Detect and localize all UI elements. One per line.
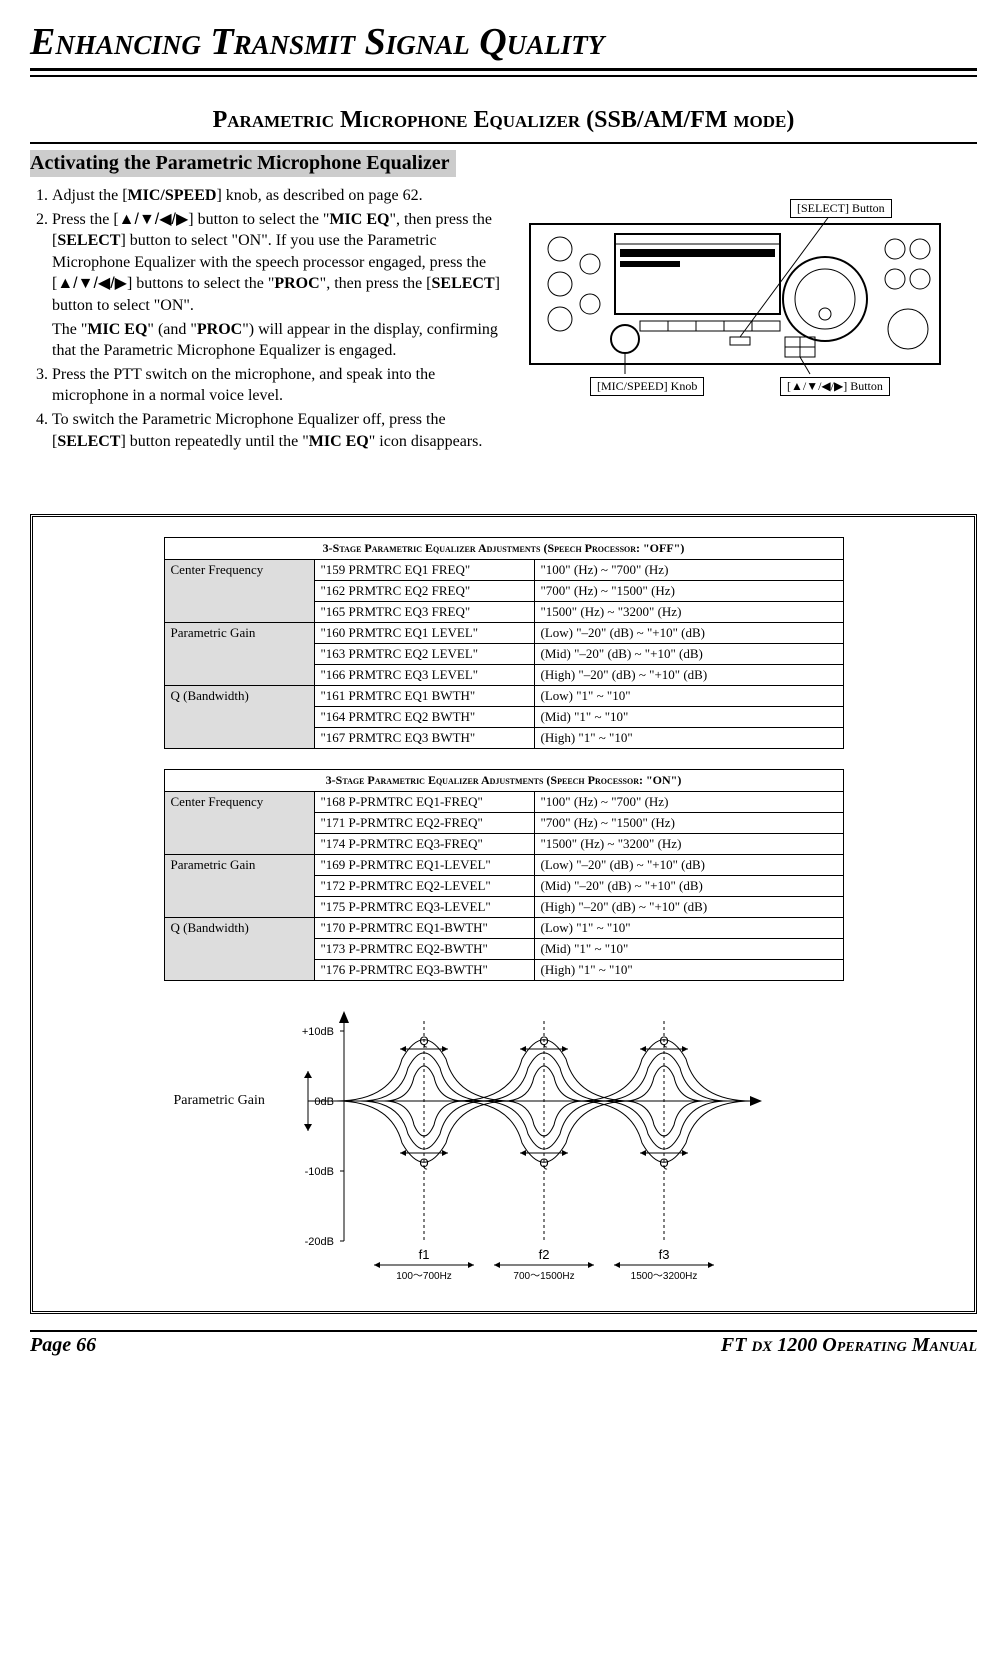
step-2: Press the [▲/▼/◀/▶] button to select the… [52, 209, 500, 362]
svg-text:Q: Q [539, 1034, 548, 1048]
rule [30, 75, 977, 77]
table-menu: "168 P-PRMTRC EQ1-FREQ" [314, 792, 534, 813]
svg-text:700～1500Hz: 700～1500Hz [513, 1271, 574, 1282]
table-menu: "165 PRMTRC EQ3 FREQ" [314, 602, 534, 623]
section-title: Parametric Microphone Equalizer (SSB/AM/… [213, 107, 795, 134]
svg-text:f1: f1 [418, 1247, 429, 1262]
arrow-button-label: [▲/▼/◀/▶] Button [780, 377, 890, 396]
table-range: (Mid) "1" ~ "10" [534, 707, 843, 728]
svg-text:1500～3200Hz: 1500～3200Hz [630, 1271, 697, 1282]
parametric-gain-label: Parametric Gain [174, 1093, 265, 1109]
svg-text:Q: Q [539, 1156, 548, 1170]
step-4: To switch the Parametric Microphone Equa… [52, 409, 500, 452]
table-range: (Mid) "–20" (dB) ~ "+10" (dB) [534, 644, 843, 665]
svg-text:Q: Q [659, 1156, 668, 1170]
table-menu: "175 P-PRMTRC EQ3-LEVEL" [314, 897, 534, 918]
eq-chart: Parametric Gain +10dB 0dB -10dB -20dB Q Qf1 10… [164, 1001, 844, 1291]
subsection-title: Activating the Parametric Microphone Equ… [30, 150, 456, 177]
table-range: (Mid) "–20" (dB) ~ "+10" (dB) [534, 876, 843, 897]
svg-text:-20dB: -20dB [304, 1236, 333, 1248]
eq-table-on: 3-Stage Parametric Equalizer Adjustments… [164, 769, 844, 981]
table-category: Parametric Gain [164, 623, 314, 686]
table-category: Q (Bandwidth) [164, 686, 314, 749]
table-range: (High) "–20" (dB) ~ "+10" (dB) [534, 665, 843, 686]
table-menu: "173 P-PRMTRC EQ2-BWTH" [314, 939, 534, 960]
svg-text:Q: Q [659, 1034, 668, 1048]
table-range: (Low) "–20" (dB) ~ "+10" (dB) [534, 855, 843, 876]
table-menu: "166 PRMTRC EQ3 LEVEL" [314, 665, 534, 686]
table-range: (Mid) "1" ~ "10" [534, 939, 843, 960]
eq-table-off: 3-Stage Parametric Equalizer Adjustments… [164, 537, 844, 749]
page-number: Page 66 [30, 1334, 96, 1357]
table-range: (High) "1" ~ "10" [534, 728, 843, 749]
table-menu: "171 P-PRMTRC EQ2-FREQ" [314, 813, 534, 834]
table-range: "700" (Hz) ~ "1500" (Hz) [534, 581, 843, 602]
table-menu: "170 P-PRMTRC EQ1-BWTH" [314, 918, 534, 939]
page-title: Enhancing Transmit Signal Quality [30, 20, 977, 71]
table-menu: "164 PRMTRC EQ2 BWTH" [314, 707, 534, 728]
svg-text:0dB: 0dB [314, 1096, 334, 1108]
table-category: Center Frequency [164, 560, 314, 623]
svg-text:-10dB: -10dB [304, 1166, 333, 1178]
table-range: "1500" (Hz) ~ "3200" (Hz) [534, 602, 843, 623]
table-category: Parametric Gain [164, 855, 314, 918]
radio-diagram: [SELECT] Button [520, 209, 977, 409]
table-range: (High) "–20" (dB) ~ "+10" (dB) [534, 897, 843, 918]
manual-title: FT DX 1200 Operating Manual [721, 1334, 977, 1357]
table-range: "700" (Hz) ~ "1500" (Hz) [534, 813, 843, 834]
select-button-label: [SELECT] Button [790, 199, 892, 218]
rule [30, 142, 977, 144]
step-list: Adjust the [MIC/SPEED] knob, as describe… [30, 185, 500, 452]
table-caption: 3-Stage Parametric Equalizer Adjustments… [164, 769, 844, 791]
table-menu: "162 PRMTRC EQ2 FREQ" [314, 581, 534, 602]
svg-text:f3: f3 [658, 1247, 669, 1262]
table-menu: "161 PRMTRC EQ1 BWTH" [314, 686, 534, 707]
svg-text:+10dB: +10dB [301, 1026, 333, 1038]
table-menu: "159 PRMTRC EQ1 FREQ" [314, 560, 534, 581]
table-menu: "167 PRMTRC EQ3 BWTH" [314, 728, 534, 749]
table-menu: "172 P-PRMTRC EQ2-LEVEL" [314, 876, 534, 897]
svg-text:Q: Q [419, 1034, 428, 1048]
svg-text:Q: Q [419, 1156, 428, 1170]
step-1: Adjust the [MIC/SPEED] knob, as describe… [52, 185, 500, 207]
table-menu: "176 P-PRMTRC EQ3-BWTH" [314, 960, 534, 981]
table-category: Q (Bandwidth) [164, 918, 314, 981]
svg-text:100～700Hz: 100～700Hz [396, 1271, 452, 1282]
table-range: "100" (Hz) ~ "700" (Hz) [534, 560, 843, 581]
table-range: (Low) "1" ~ "10" [534, 918, 843, 939]
table-range: "1500" (Hz) ~ "3200" (Hz) [534, 834, 843, 855]
table-range: (Low) "1" ~ "10" [534, 686, 843, 707]
step-3: Press the PTT switch on the microphone, … [52, 364, 500, 407]
table-menu: "163 PRMTRC EQ2 LEVEL" [314, 644, 534, 665]
table-menu: "169 P-PRMTRC EQ1-LEVEL" [314, 855, 534, 876]
table-menu: "174 P-PRMTRC EQ3-FREQ" [314, 834, 534, 855]
table-range: (High) "1" ~ "10" [534, 960, 843, 981]
table-category: Center Frequency [164, 792, 314, 855]
table-menu: "160 PRMTRC EQ1 LEVEL" [314, 623, 534, 644]
mic-speed-knob-label: [MIC/SPEED] Knob [590, 377, 704, 396]
table-range: "100" (Hz) ~ "700" (Hz) [534, 792, 843, 813]
page-footer: Page 66 FT DX 1200 Operating Manual [30, 1330, 977, 1357]
table-range: (Low) "–20" (dB) ~ "+10" (dB) [534, 623, 843, 644]
tables-container: 3-Stage Parametric Equalizer Adjustments… [30, 514, 977, 1314]
table-caption: 3-Stage Parametric Equalizer Adjustments… [164, 537, 844, 559]
svg-text:f2: f2 [538, 1247, 549, 1262]
